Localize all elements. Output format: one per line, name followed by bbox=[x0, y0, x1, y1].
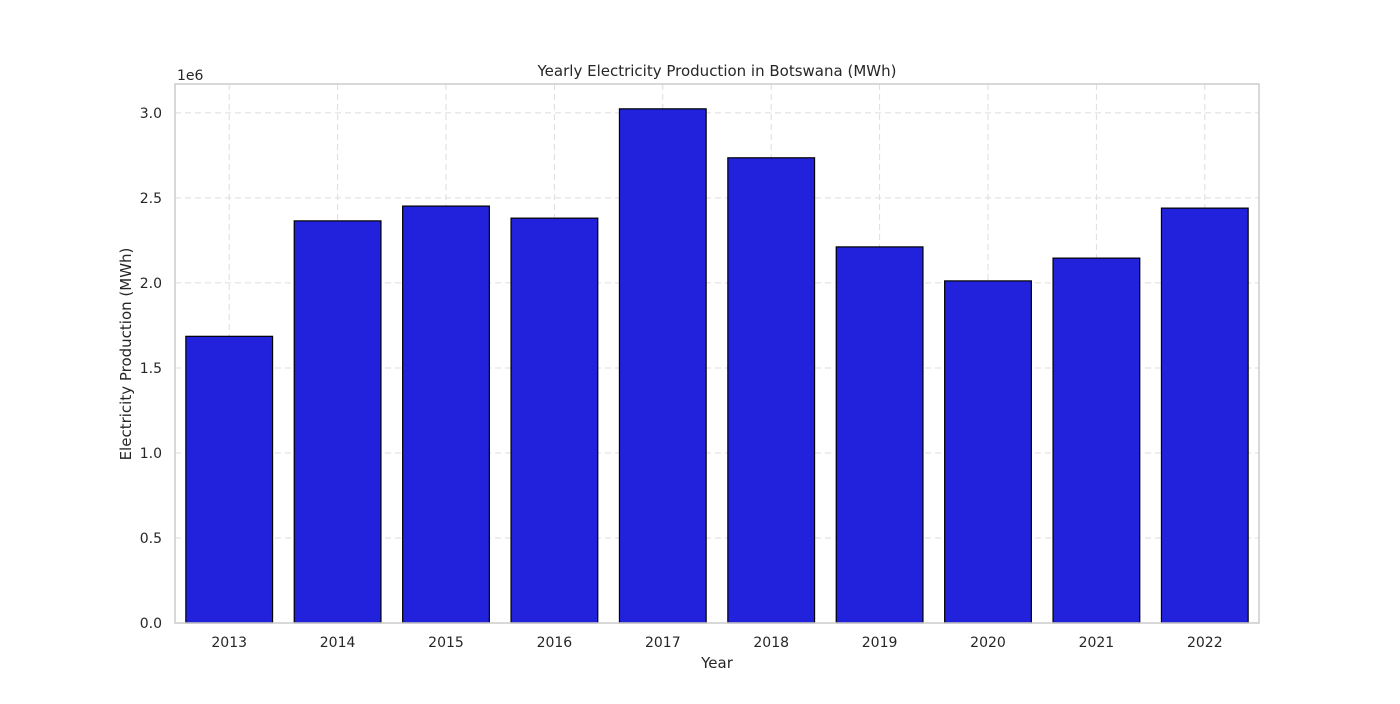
x-tick-label: 2014 bbox=[320, 635, 356, 651]
bar-2016 bbox=[510, 217, 599, 624]
x-axis-label: Year bbox=[700, 654, 734, 672]
y-tick-label: 0.5 bbox=[140, 531, 162, 547]
plot-frame bbox=[174, 83, 1260, 624]
x-tick-label: 2020 bbox=[970, 635, 1006, 651]
bar-2019 bbox=[835, 246, 924, 624]
y-tick-label: 1.5 bbox=[140, 361, 162, 377]
x-tick-label: 2021 bbox=[1079, 635, 1115, 651]
axis-ticks: 0.0 0.5 1.0 1.5 2.0 2.5 3.0 2013 2014 2015 2016 201… bbox=[140, 106, 1223, 651]
y-tick-label: 2.5 bbox=[140, 191, 162, 207]
x-tick-label: 2019 bbox=[862, 635, 898, 651]
x-tick-label: 2016 bbox=[537, 635, 573, 651]
bar-2015 bbox=[402, 205, 490, 624]
x-tick-label: 2018 bbox=[753, 635, 789, 651]
x-tick-label: 2013 bbox=[211, 635, 247, 651]
chart-title: Yearly Electricity Production in Botswan… bbox=[537, 62, 897, 80]
y-tick-label: 1.0 bbox=[140, 446, 162, 462]
bar-2013 bbox=[185, 335, 274, 624]
y-tick-label: 0.0 bbox=[140, 616, 162, 632]
y-axis-offset-label: 1e6 bbox=[177, 68, 204, 84]
x-tick-label: 2015 bbox=[428, 635, 464, 651]
x-tick-label: 2022 bbox=[1187, 635, 1223, 651]
y-axis-label: Electricity Production (MWh) bbox=[117, 248, 135, 461]
x-tick-label: 2017 bbox=[645, 635, 681, 651]
bar-series bbox=[185, 108, 1249, 624]
bar-2018 bbox=[727, 157, 816, 624]
bar-2020 bbox=[944, 280, 1032, 624]
bar-2021 bbox=[1052, 257, 1141, 624]
bar-2014 bbox=[293, 220, 382, 624]
bar-2022 bbox=[1160, 207, 1249, 624]
y-tick-label: 2.0 bbox=[140, 276, 162, 292]
bar-2017 bbox=[618, 108, 707, 624]
y-tick-label: 3.0 bbox=[140, 106, 162, 122]
